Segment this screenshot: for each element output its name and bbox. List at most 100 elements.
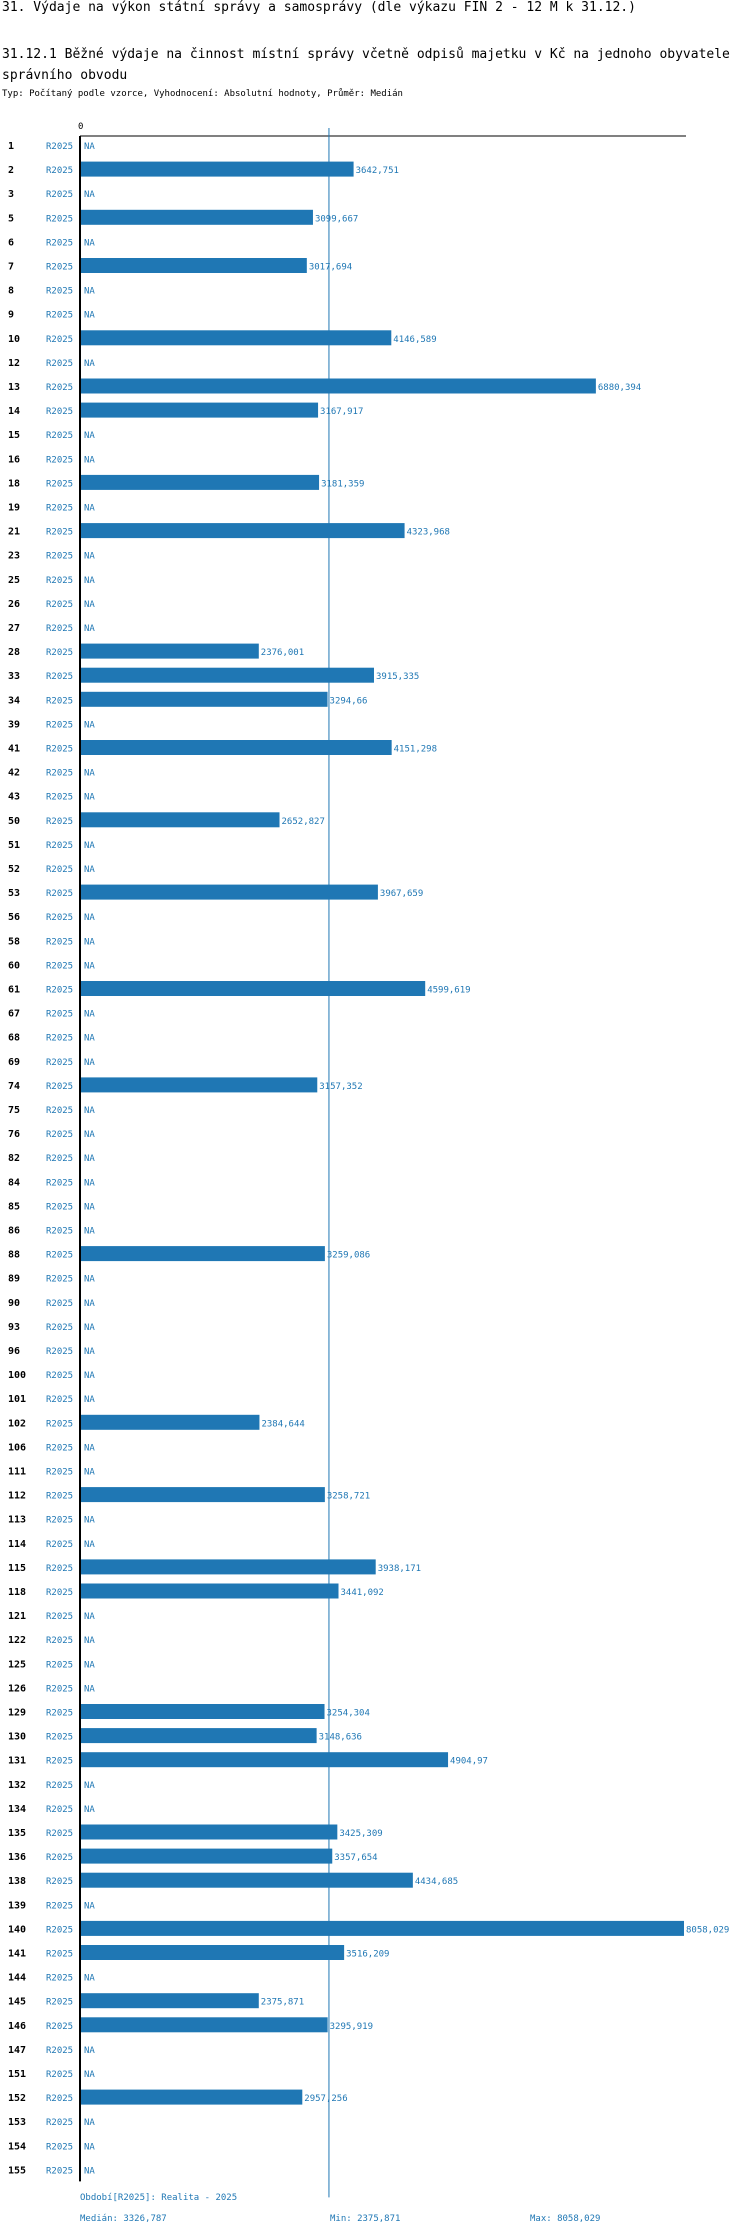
- row-label: 88: [8, 1250, 20, 1261]
- x-tick-label: 0: [78, 122, 83, 132]
- row-label: 130: [8, 1732, 26, 1743]
- bar: [81, 884, 378, 900]
- na-label: NA: [84, 190, 95, 200]
- row-label: 118: [8, 1587, 26, 1598]
- na-label: NA: [84, 287, 95, 297]
- row-label: 155: [8, 2165, 26, 2176]
- na-label: NA: [84, 576, 95, 586]
- period-label: R2025: [46, 2142, 73, 2152]
- bar: [81, 1824, 338, 1840]
- period-label: R2025: [46, 1154, 73, 1164]
- period-label: R2025: [46, 1178, 73, 1188]
- na-label: NA: [84, 624, 95, 634]
- row-label: 89: [8, 1274, 20, 1285]
- period-label: R2025: [46, 190, 73, 200]
- row-label: 152: [8, 2093, 26, 2104]
- data-label: 3181,359: [321, 479, 364, 489]
- period-label: R2025: [46, 1998, 73, 2008]
- row-label: 10: [8, 334, 20, 345]
- row-label: 26: [8, 599, 20, 610]
- na-label: NA: [84, 431, 95, 441]
- na-label: NA: [84, 1805, 95, 1815]
- period-label: R2025: [46, 1516, 73, 1526]
- na-label: NA: [84, 1395, 95, 1405]
- period-label: R2025: [46, 1733, 73, 1743]
- row-label: 52: [8, 864, 20, 875]
- row-label: 86: [8, 1226, 20, 1237]
- na-label: NA: [84, 1901, 95, 1911]
- data-label: 3915,335: [376, 672, 419, 682]
- na-label: NA: [84, 1684, 95, 1694]
- na-label: NA: [84, 552, 95, 562]
- bar: [81, 1920, 684, 1936]
- min-label: Min: 2375,871: [330, 2214, 401, 2224]
- period-label: R2025: [46, 1130, 73, 1140]
- bar: [81, 1993, 259, 2009]
- row-label: 9: [8, 310, 14, 321]
- na-label: NA: [84, 1275, 95, 1285]
- period-label: R2025: [46, 1323, 73, 1333]
- bar: [81, 2017, 328, 2033]
- bar: [81, 330, 392, 346]
- na-label: NA: [84, 1443, 95, 1453]
- period-label: R2025: [46, 624, 73, 634]
- bar: [81, 474, 320, 490]
- period-label: R2025: [46, 1781, 73, 1791]
- row-label: 28: [8, 647, 20, 658]
- data-label: 3258,721: [327, 1492, 370, 1502]
- bar: [81, 740, 392, 755]
- bar: [81, 1872, 413, 1888]
- na-label: NA: [84, 2142, 95, 2152]
- data-label: 3259,086: [327, 1251, 370, 1261]
- row-label: 69: [8, 1057, 20, 1068]
- bar: [81, 161, 354, 177]
- row-label: 39: [8, 719, 20, 730]
- na-label: NA: [84, 913, 95, 923]
- period-label: R2025: [46, 1709, 73, 1719]
- bar: [81, 667, 374, 683]
- row-label: 147: [8, 2045, 26, 2056]
- na-label: NA: [84, 2070, 95, 2080]
- row-label: 136: [8, 1852, 26, 1863]
- na-label: NA: [84, 1371, 95, 1381]
- period-label: R2025: [46, 696, 73, 706]
- period-label: R2025: [46, 1347, 73, 1357]
- period-label: R2025: [46, 1251, 73, 1261]
- period-label: R2025: [46, 1419, 73, 1429]
- bar: [81, 2089, 303, 2105]
- period-label: R2025: [46, 263, 73, 273]
- period-legend: Období[R2025]: Realita - 2025: [80, 2193, 238, 2203]
- row-label: 153: [8, 2117, 26, 2128]
- na-label: NA: [84, 1612, 95, 1622]
- period-label: R2025: [46, 1588, 73, 1598]
- period-label: R2025: [46, 287, 73, 297]
- bar: [81, 643, 259, 659]
- bar: [81, 1945, 345, 1960]
- period-label: R2025: [46, 214, 73, 224]
- period-label: R2025: [46, 455, 73, 465]
- row-label: 126: [8, 1683, 26, 1694]
- row-label: 16: [8, 454, 20, 465]
- row-label: 125: [8, 1659, 26, 1670]
- period-label: R2025: [46, 2022, 73, 2032]
- row-label: 74: [8, 1081, 20, 1092]
- period-label: R2025: [46, 2166, 73, 2176]
- period-label: R2025: [46, 335, 73, 345]
- period-label: R2025: [46, 1010, 73, 1020]
- row-label: 122: [8, 1635, 26, 1646]
- data-label: 3425,309: [339, 1829, 382, 1839]
- row-label: 53: [8, 888, 20, 899]
- row-label: 6: [8, 237, 14, 248]
- row-label: 100: [8, 1370, 26, 1381]
- period-label: R2025: [46, 504, 73, 514]
- data-label: 2375,871: [261, 1998, 304, 2008]
- data-label: 3642,751: [356, 166, 399, 176]
- na-label: NA: [84, 1130, 95, 1140]
- row-label: 23: [8, 551, 20, 562]
- bar: [81, 1559, 376, 1575]
- data-label: 3295,919: [330, 2022, 373, 2032]
- data-label: 2957,256: [304, 2094, 347, 2104]
- period-label: R2025: [46, 1564, 73, 1574]
- na-label: NA: [84, 504, 95, 514]
- row-label: 43: [8, 792, 20, 803]
